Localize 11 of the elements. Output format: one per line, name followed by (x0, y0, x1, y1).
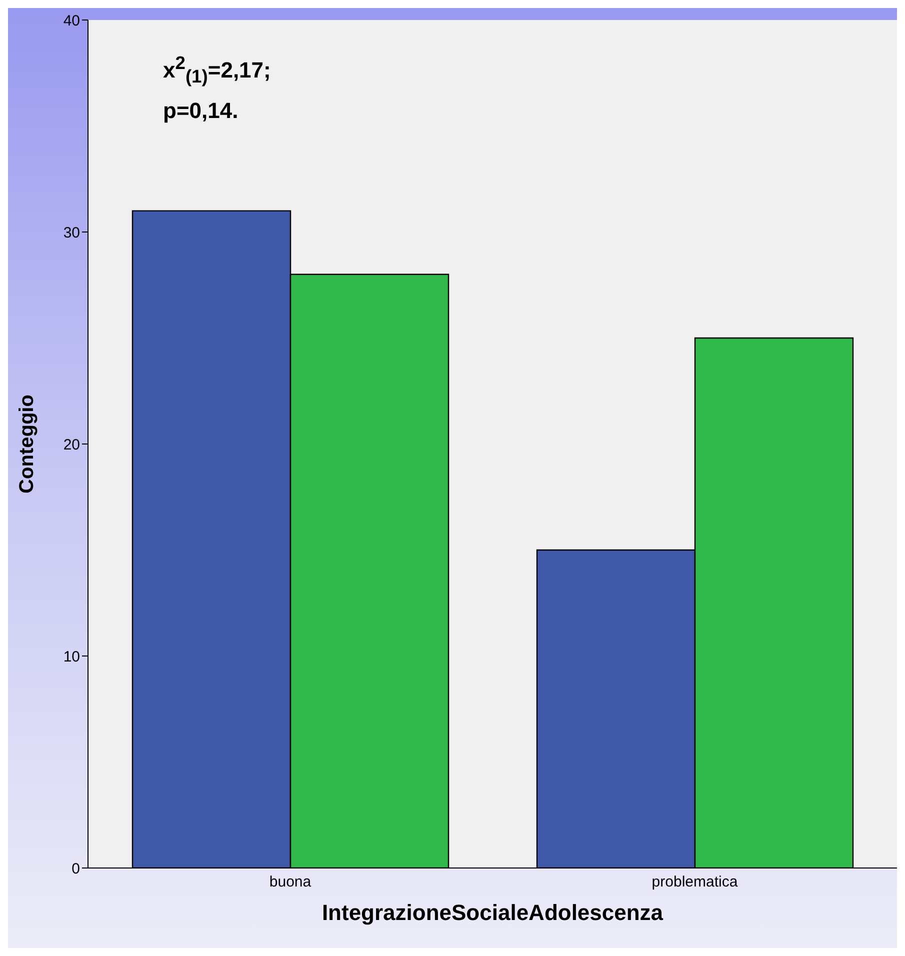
annotation: p=0,14. (163, 96, 240, 125)
x-axis-title: IntegrazioneSocialeAdolescenza (322, 900, 664, 925)
y-tick-label: 20 (63, 436, 80, 454)
y-tick-label: 0 (72, 860, 80, 878)
y-tick-label: 30 (63, 224, 80, 242)
x-tick-label: problematica (652, 874, 738, 891)
y-axis-title: Conteggio (16, 394, 38, 494)
x-tick-label: buona (269, 874, 312, 891)
y-tick-label: 10 (63, 648, 80, 666)
annotation: x$^{2}$$_{(1)}$=2,17; (163, 51, 271, 89)
y-tick-label: 40 (63, 12, 80, 30)
